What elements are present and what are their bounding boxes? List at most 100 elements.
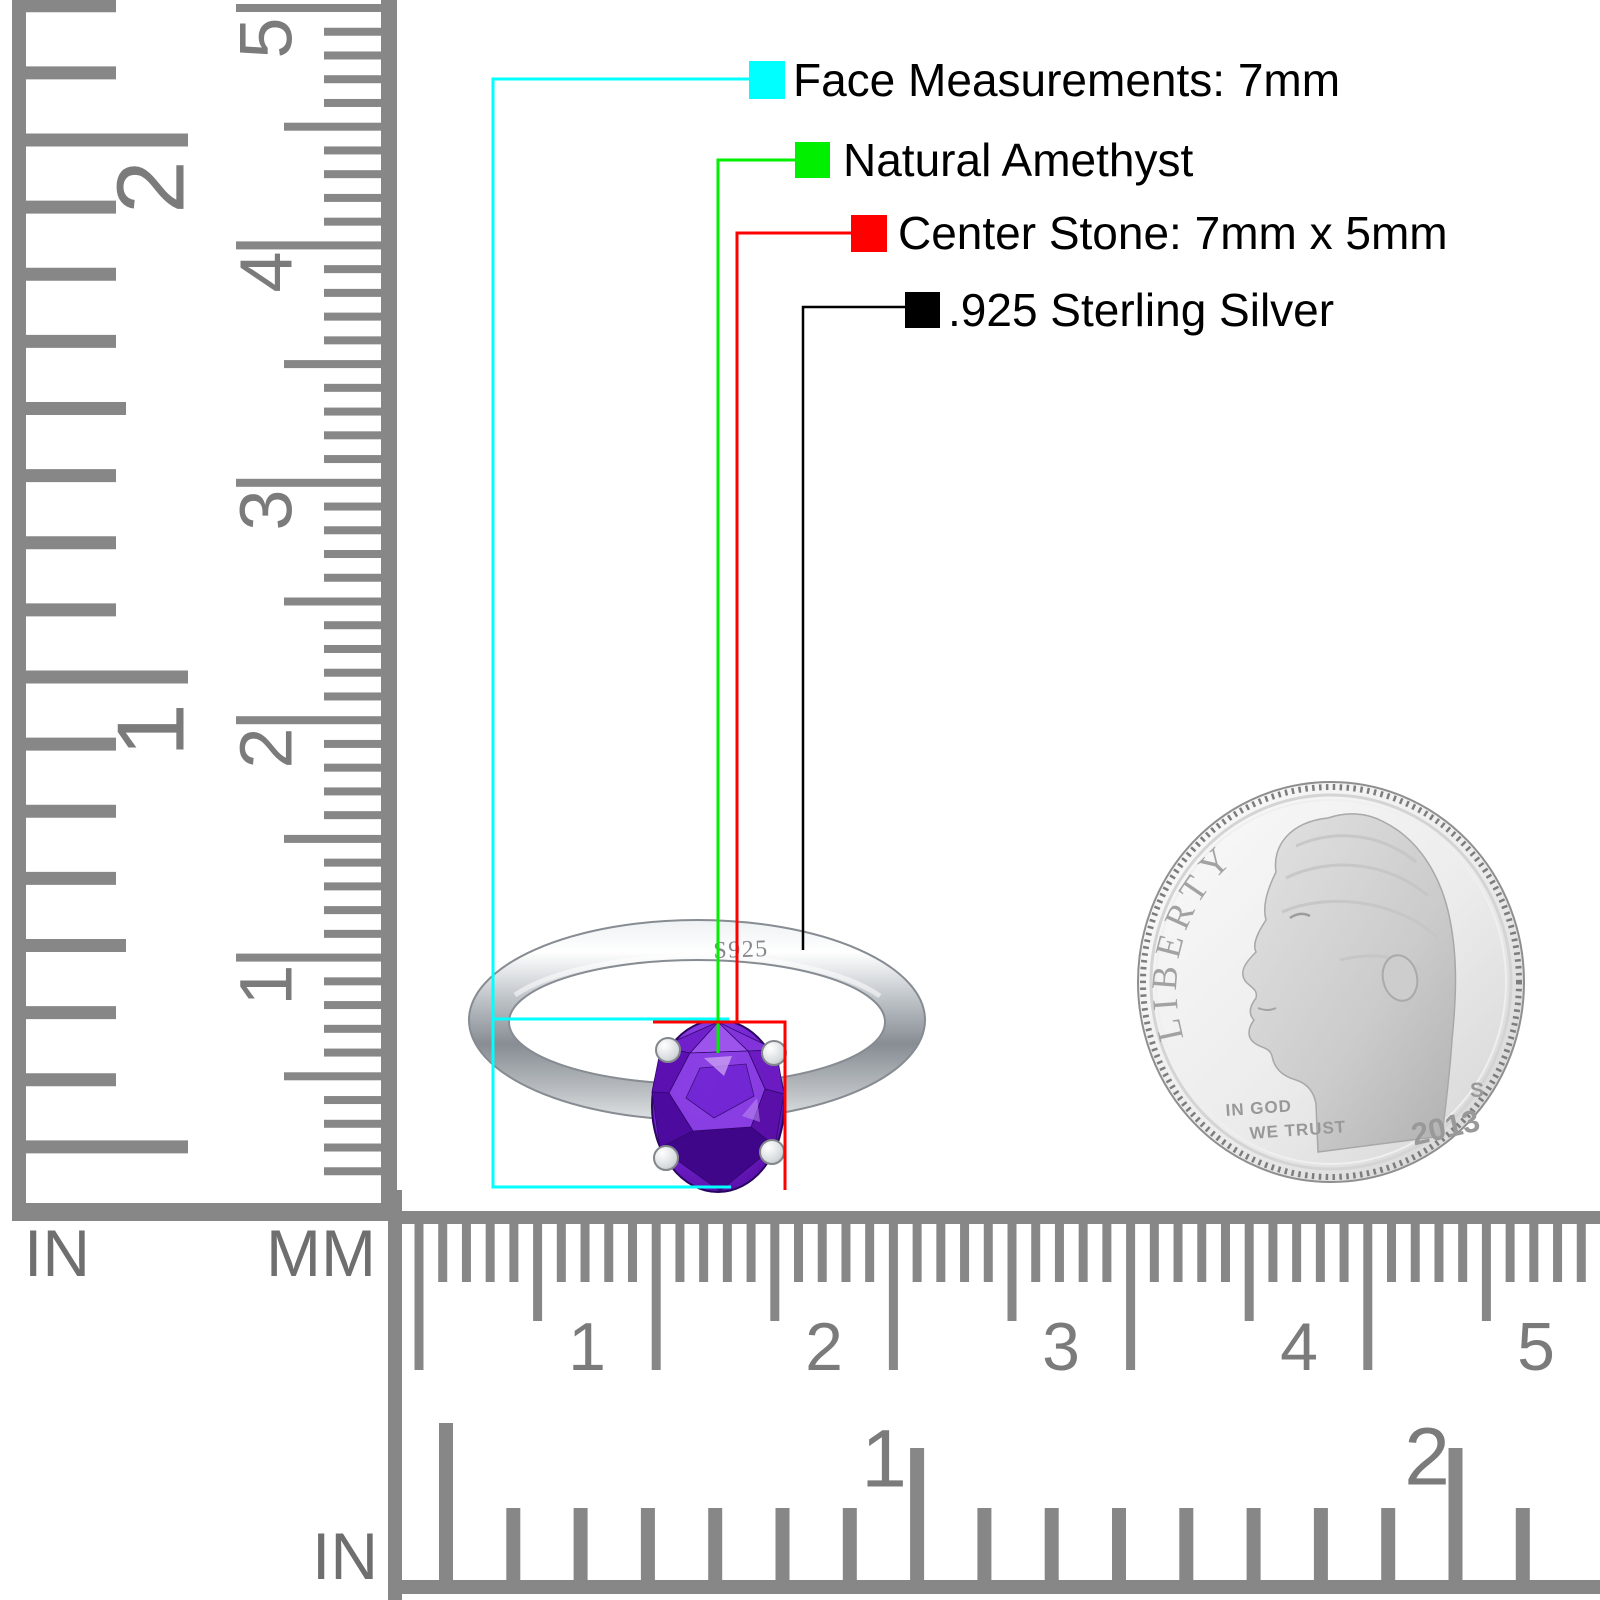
ruler-tick bbox=[324, 1119, 381, 1128]
coin-mint-mark: S bbox=[1470, 1079, 1484, 1102]
ruler-tick bbox=[983, 1224, 993, 1282]
left-ruler-in-label: IN bbox=[24, 1216, 90, 1290]
ruler-tick bbox=[324, 75, 381, 84]
ruler-tick bbox=[236, 241, 381, 250]
ruler-tick bbox=[324, 1024, 381, 1033]
ruler-tick bbox=[324, 98, 381, 107]
ruler-tick bbox=[324, 502, 381, 511]
ruler-tick bbox=[324, 27, 381, 36]
ruler-tick bbox=[324, 882, 381, 891]
ruler-tick bbox=[1112, 1508, 1126, 1580]
legend-swatch-center-stone bbox=[851, 215, 887, 252]
ruler-tick bbox=[324, 763, 381, 772]
ruler-tick bbox=[236, 953, 381, 962]
legend-label-amethyst: Natural Amethyst bbox=[843, 134, 1193, 186]
ruler-tick bbox=[1102, 1224, 1112, 1282]
ruler-tick bbox=[26, 334, 116, 348]
ruler-tick bbox=[556, 1224, 566, 1282]
ruler-tick bbox=[284, 122, 381, 131]
hair-line bbox=[1281, 899, 1440, 940]
left-ruler-mm-ticks bbox=[236, 4, 381, 1176]
prong bbox=[655, 1037, 681, 1063]
gem-glint bbox=[704, 1056, 732, 1076]
legend-label-center-stone: Center Stone: 7mm x 5mm bbox=[898, 207, 1448, 259]
callout-line-amethyst bbox=[716, 158, 795, 1053]
ruler-tick bbox=[1387, 1224, 1397, 1282]
ruler-tick bbox=[26, 1073, 116, 1087]
hair-line bbox=[1295, 834, 1417, 864]
coin-motto-line1: IN GOD bbox=[1225, 1096, 1293, 1120]
ruler-tick bbox=[817, 1224, 827, 1282]
ruler-tick bbox=[324, 739, 381, 748]
ruler-tick bbox=[1078, 1224, 1088, 1282]
legend-label-face-measurements: Face Measurements: 7mm bbox=[793, 54, 1340, 106]
ruler-tick bbox=[324, 336, 381, 345]
ruler-tick bbox=[775, 1508, 790, 1580]
ruler-tick bbox=[977, 1508, 992, 1580]
ruler-tick bbox=[509, 1224, 519, 1282]
ruler-tick bbox=[26, 737, 116, 751]
ruler-tick bbox=[236, 716, 381, 725]
ruler-tick bbox=[26, 1006, 116, 1020]
ruler-tick bbox=[414, 1224, 424, 1370]
ruler-tick bbox=[627, 1224, 637, 1282]
eye bbox=[1289, 912, 1311, 920]
ear bbox=[1381, 954, 1419, 1002]
ruler-tick bbox=[722, 1224, 732, 1282]
ruler-tick bbox=[26, 536, 116, 550]
ruler-tick bbox=[236, 478, 381, 487]
ruler-tick bbox=[26, 804, 116, 818]
ruler-tick bbox=[1173, 1224, 1183, 1282]
ruler-tick bbox=[324, 1096, 381, 1105]
ruler-tick bbox=[1031, 1224, 1041, 1282]
callout-box-center-stone bbox=[653, 1020, 787, 1190]
ruler-tick bbox=[1246, 1508, 1261, 1580]
ruler-tick bbox=[324, 858, 381, 867]
bottom-inch-number-2: 2 bbox=[1404, 1412, 1450, 1503]
ruler-tick bbox=[324, 383, 381, 392]
ruler-tick bbox=[675, 1224, 685, 1282]
left-mm-number-4: 4 bbox=[225, 251, 308, 292]
left-ruler-left-bar bbox=[12, 0, 26, 1221]
ruler-tick bbox=[324, 455, 381, 464]
ruler-tick bbox=[324, 217, 381, 226]
prongs bbox=[653, 1037, 787, 1171]
ruler-tick bbox=[26, 603, 116, 617]
coin-inner-rim bbox=[1155, 799, 1507, 1165]
left-inch-number-2: 2 bbox=[98, 160, 205, 213]
callout-line-sterling bbox=[801, 305, 905, 950]
left-ruler-right-bar bbox=[381, 0, 397, 1214]
ruler-tick bbox=[1505, 1224, 1515, 1282]
ruler-tick bbox=[1363, 1224, 1373, 1370]
ruler-tick bbox=[26, 871, 116, 885]
ruler-tick bbox=[324, 170, 381, 179]
ruler-tick bbox=[506, 1508, 521, 1580]
gem-facet bbox=[659, 1126, 776, 1192]
bottom-ruler-top-bar bbox=[388, 1211, 1600, 1224]
coin-reeded-edge bbox=[1140, 784, 1522, 1180]
ruler-tick bbox=[1220, 1224, 1230, 1282]
left-ruler: 2 1 5 4 3 2 1 IN MM bbox=[12, 0, 397, 1290]
ruler-tick bbox=[1339, 1224, 1349, 1282]
ruler-tick bbox=[865, 1224, 875, 1282]
ruler-tick bbox=[604, 1224, 614, 1282]
ruler-tick bbox=[26, 670, 188, 684]
ruler-tick bbox=[699, 1224, 709, 1282]
bottom-mm-number-5: 5 bbox=[1517, 1309, 1555, 1385]
ruler-tick bbox=[324, 977, 381, 986]
ruler-tick bbox=[841, 1224, 851, 1282]
ruler-tick bbox=[1515, 1508, 1530, 1580]
ruler-tick bbox=[324, 692, 381, 701]
hair-line bbox=[1285, 863, 1429, 898]
ruler-tick bbox=[1197, 1224, 1207, 1282]
ruler-tick bbox=[324, 1001, 381, 1010]
ruler-tick bbox=[910, 1448, 925, 1580]
ruler-tick bbox=[324, 312, 381, 321]
ring-engraving: S925 bbox=[713, 936, 769, 964]
ruler-tick bbox=[1529, 1224, 1539, 1282]
ruler-tick bbox=[26, 133, 188, 147]
gemstone bbox=[651, 1019, 785, 1193]
legend-swatch-sterling bbox=[905, 292, 940, 328]
ruler-tick bbox=[640, 1508, 655, 1580]
ruler-tick bbox=[746, 1224, 756, 1282]
